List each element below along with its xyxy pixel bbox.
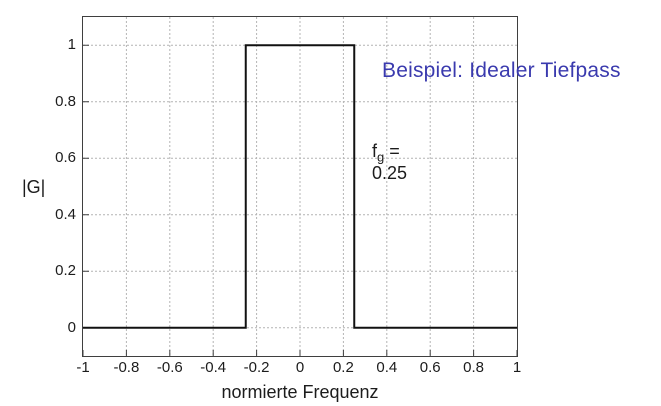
y-tick-label: 0.6 [55, 149, 76, 167]
x-tick-label: -0.6 [156, 359, 183, 376]
x-tick-label: 0 [295, 359, 305, 376]
ideal-lowpass-magnitude-response [83, 44, 517, 329]
cutoff-value: 0.25 [372, 163, 408, 183]
cutoff-equals: = [389, 141, 400, 161]
x-tick-label: -0.2 [243, 359, 270, 376]
x-tick-label: 1 [512, 359, 522, 376]
y-tick-label: 0.2 [55, 262, 76, 280]
y-tick-label: 0 [67, 318, 76, 336]
y-axis-label: |G| [22, 177, 46, 197]
heading-annotation: Beispiel: Idealer Tiefpass [382, 59, 621, 82]
x-axis-label: normierte Frequenz [221, 382, 379, 402]
cutoff-subscript: g [377, 149, 385, 165]
y-tick-label: 0.8 [55, 92, 76, 110]
x-tick-label: -0.4 [200, 359, 227, 376]
cutoff-frequency-annotation: fg = 0.25 [372, 140, 407, 184]
x-tick-label: 0.4 [376, 359, 398, 376]
x-tick-label: 0.6 [419, 359, 441, 376]
plot-area [82, 16, 518, 357]
x-tick-label: 0.8 [463, 359, 485, 376]
x-tick-label: -0.8 [113, 359, 140, 376]
x-tick-label: 0.2 [332, 359, 354, 376]
x-tick-label: -1 [76, 359, 90, 376]
cutoff-symbol: f [372, 141, 378, 161]
cutoff-symbol-line: fg = [372, 140, 407, 165]
y-tick-label: 1 [67, 36, 76, 54]
y-tick-label: 0.4 [55, 205, 76, 223]
chart-canvas [83, 17, 517, 356]
